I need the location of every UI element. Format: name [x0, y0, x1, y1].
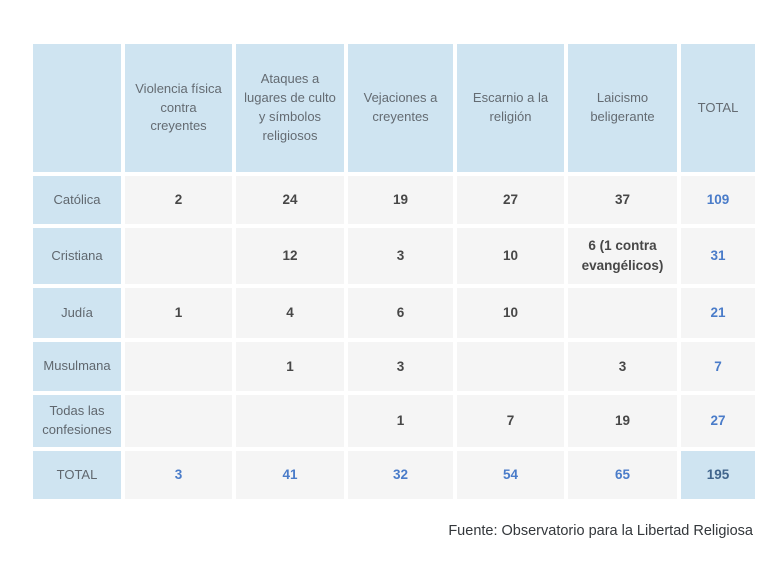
data-cell: 19 [348, 176, 453, 224]
data-cell: 3 [568, 342, 677, 391]
row-label: Musulmana [33, 342, 121, 391]
religious-freedom-violations-table: Violencia física contra creyentes Ataques… [33, 44, 755, 499]
data-cell [457, 342, 564, 391]
row-total-cell: 31 [681, 228, 755, 284]
column-header-total: TOTAL [681, 44, 755, 172]
grand-total-cell: 195 [681, 451, 755, 499]
data-cell: 24 [236, 176, 344, 224]
column-header: Violencia física contra creyentes [125, 44, 232, 172]
row-label: Católica [33, 176, 121, 224]
data-cell [568, 288, 677, 338]
data-cell: 4 [236, 288, 344, 338]
row-label: Judía [33, 288, 121, 338]
data-cell: 10 [457, 228, 564, 284]
column-total-cell: 41 [236, 451, 344, 499]
column-header: Ataques a lugares de culto y símbolos re… [236, 44, 344, 172]
data-cell: 12 [236, 228, 344, 284]
column-total-cell: 65 [568, 451, 677, 499]
column-header: Escarnio a la religión [457, 44, 564, 172]
row-total-cell: 109 [681, 176, 755, 224]
data-cell: 3 [348, 342, 453, 391]
source-caption: Fuente: Observatorio para la Libertad Re… [448, 523, 753, 539]
data-cell: 2 [125, 176, 232, 224]
data-cell: 19 [568, 395, 677, 447]
row-label: Cristiana [33, 228, 121, 284]
corner-cell [33, 44, 121, 172]
row-total-cell: 27 [681, 395, 755, 447]
row-total-cell: 7 [681, 342, 755, 391]
data-cell: 1 [125, 288, 232, 338]
column-header: Laicismo beligerante [568, 44, 677, 172]
column-total-cell: 54 [457, 451, 564, 499]
data-cell: 1 [236, 342, 344, 391]
data-cell: 37 [568, 176, 677, 224]
row-label-total: TOTAL [33, 451, 121, 499]
data-cell [236, 395, 344, 447]
row-total-cell: 21 [681, 288, 755, 338]
data-cell: 3 [348, 228, 453, 284]
column-total-cell: 32 [348, 451, 453, 499]
data-cell: 27 [457, 176, 564, 224]
column-total-cell: 3 [125, 451, 232, 499]
data-cell [125, 228, 232, 284]
data-cell: 1 [348, 395, 453, 447]
data-cell: 6 (1 contra evangélicos) [568, 228, 677, 284]
column-header: Vejaciones a creyentes [348, 44, 453, 172]
data-cell [125, 395, 232, 447]
data-cell: 7 [457, 395, 564, 447]
data-cell: 10 [457, 288, 564, 338]
row-label: Todas las confesiones [33, 395, 121, 447]
data-cell: 6 [348, 288, 453, 338]
data-cell [125, 342, 232, 391]
